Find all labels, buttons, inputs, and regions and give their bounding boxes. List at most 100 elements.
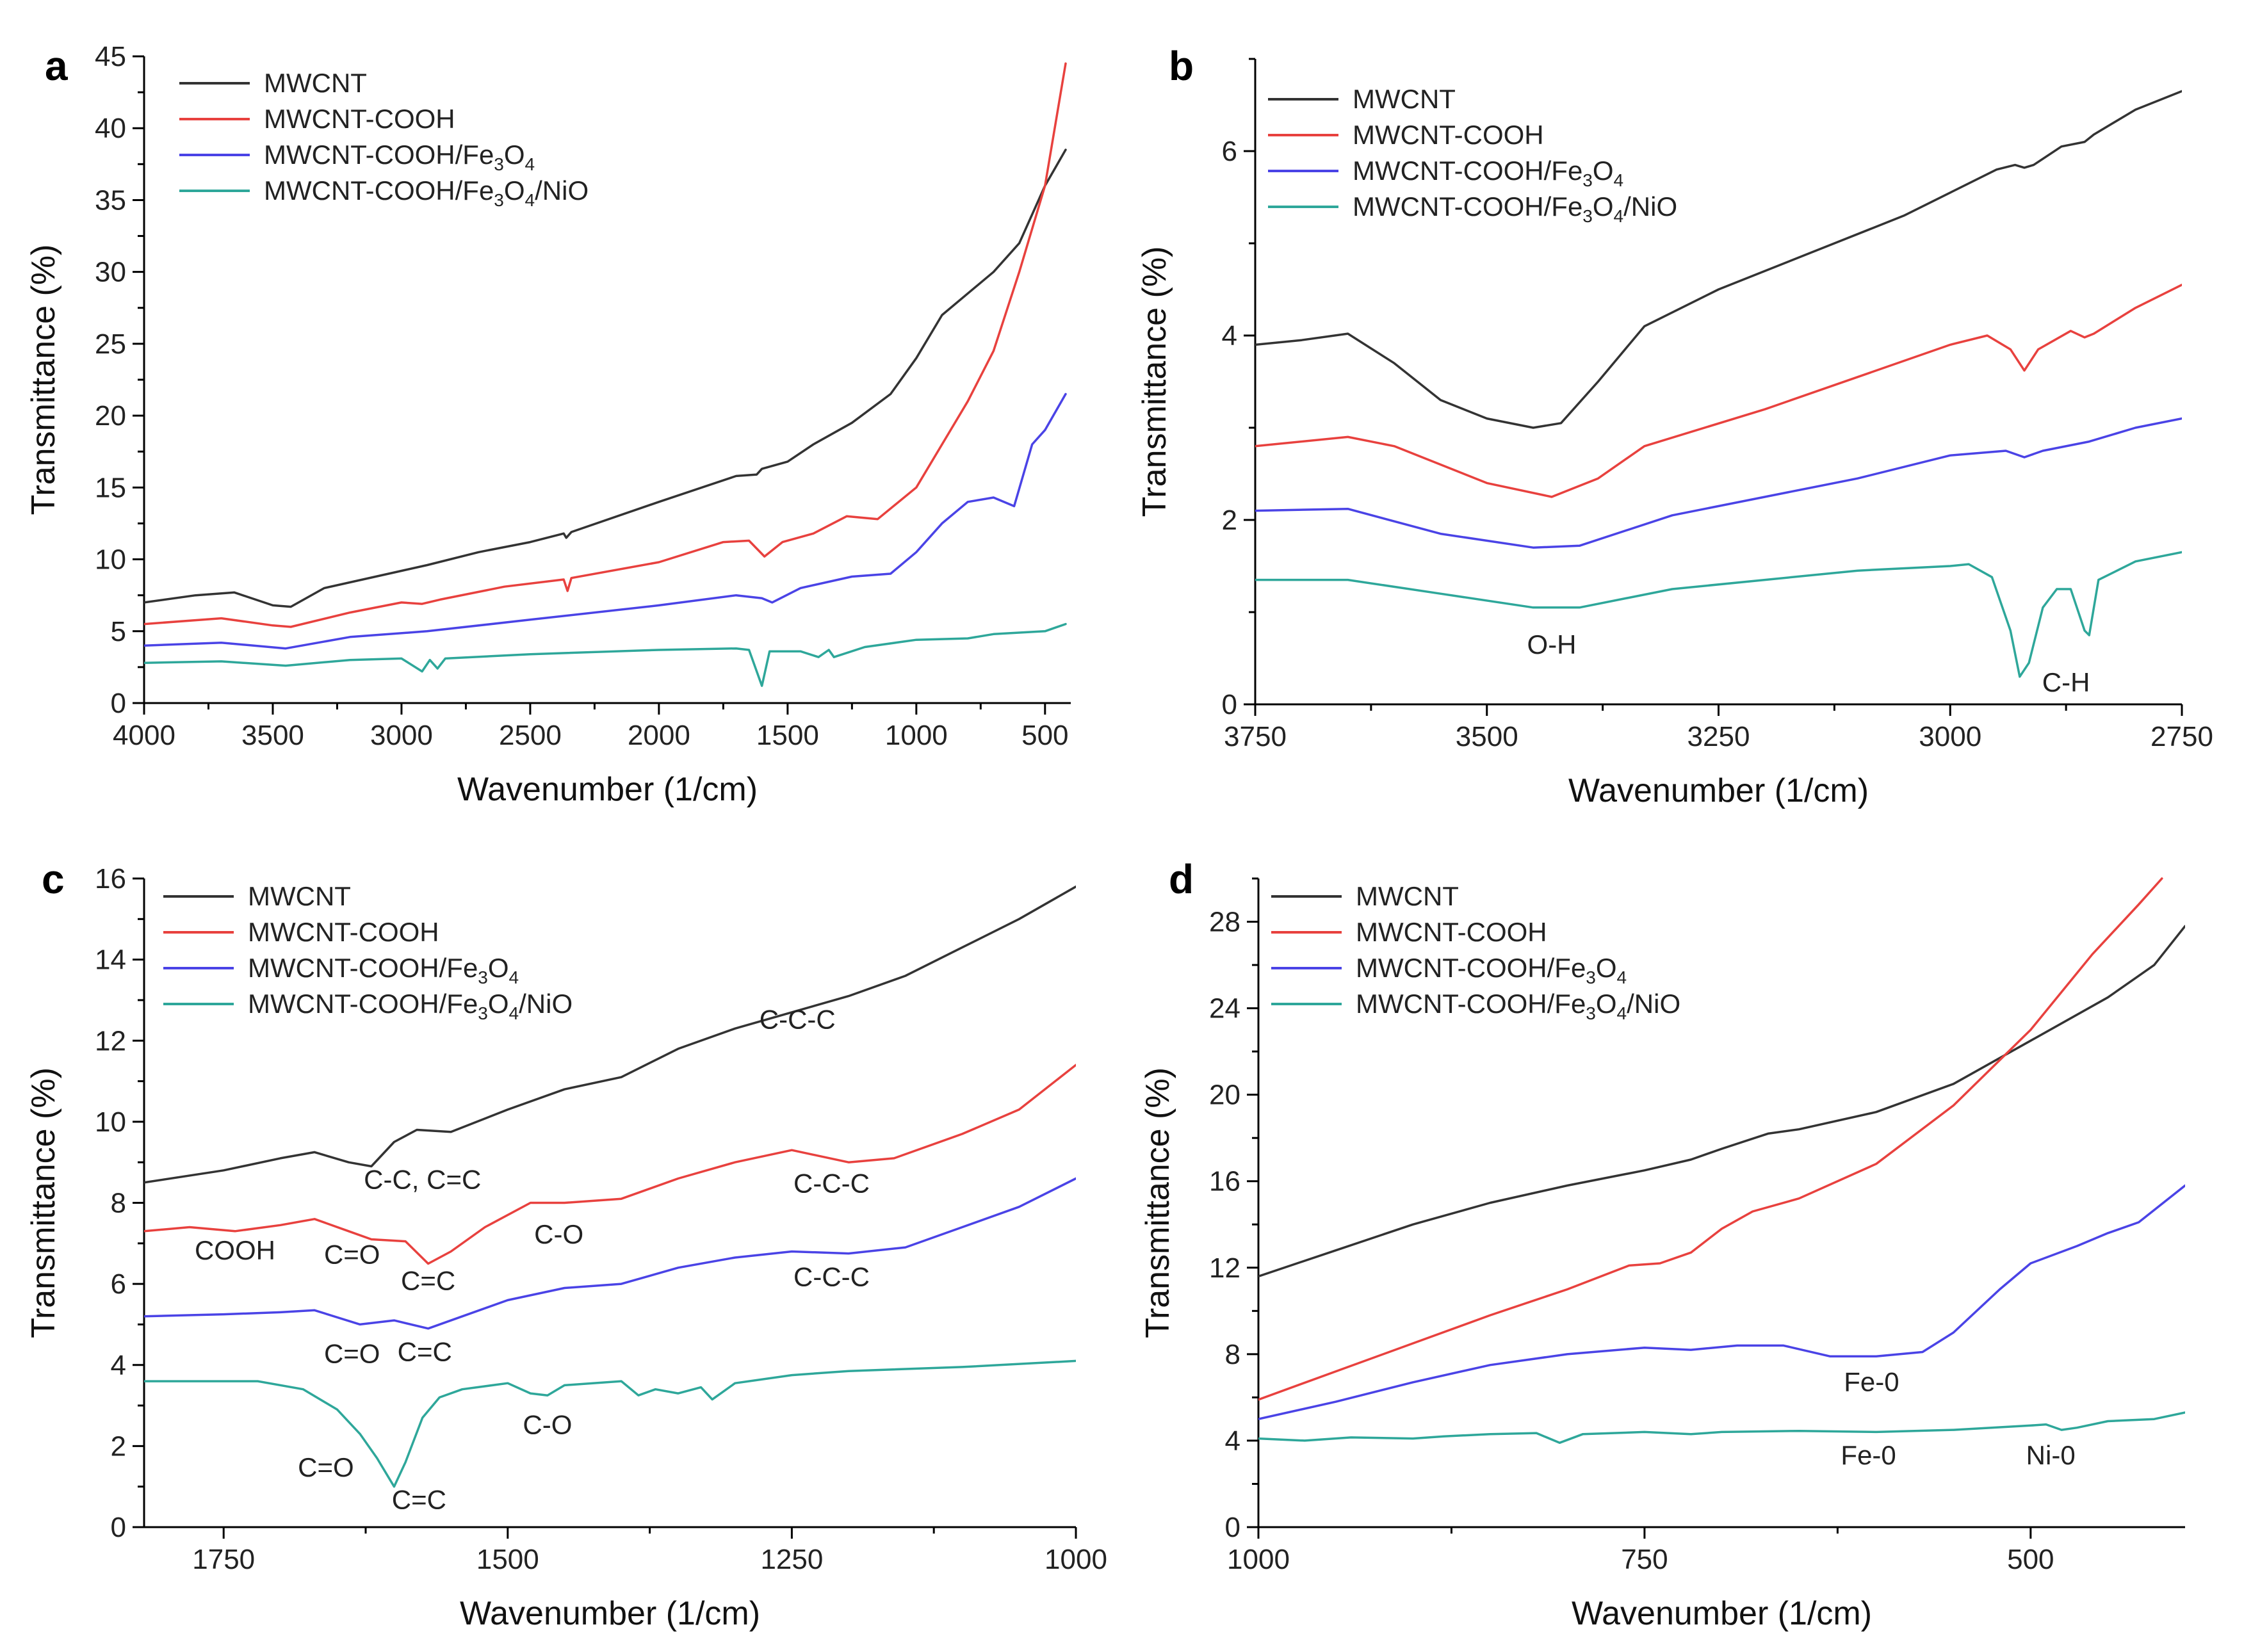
peak-annotation: C-C-C bbox=[760, 1004, 836, 1034]
y-tick-label: 20 bbox=[1209, 1080, 1240, 1111]
legend-label: MWCNT-COOH bbox=[264, 104, 455, 134]
y-tick-label: 12 bbox=[95, 1025, 126, 1057]
x-tick-label: 500 bbox=[1021, 720, 1068, 751]
series-line-3 bbox=[1255, 417, 2182, 549]
series-line-4 bbox=[144, 1359, 1076, 1488]
y-tick-label: 0 bbox=[1225, 1512, 1240, 1543]
panel-c: c 1750 1500 1250 1000 0 2 4 6 8 10 12 14 16 Wavenumber… bbox=[25, 856, 1107, 1632]
peak-annotation: C-C-C bbox=[793, 1261, 870, 1292]
legend-label: MWCNT-COOH/Fe3O4 bbox=[1353, 156, 1623, 190]
peak-annotation: C=C bbox=[392, 1485, 446, 1515]
x-axis-title: Wavenumber (1/cm) bbox=[1568, 772, 1869, 809]
peak-annotation: O-H bbox=[1527, 629, 1577, 660]
x-tick-label: 3000 bbox=[1919, 721, 1981, 752]
x-tick-label: 3750 bbox=[1224, 721, 1287, 752]
peak-annotation: C-H bbox=[2042, 667, 2090, 697]
x-tick-label: 3000 bbox=[370, 720, 433, 751]
y-tick-label: 2 bbox=[1222, 505, 1237, 536]
x-tick-label: 3500 bbox=[241, 720, 304, 751]
legend-label: MWCNT-COOH/Fe3O4 bbox=[1356, 953, 1627, 987]
series-line-1 bbox=[1258, 925, 2185, 1278]
series-line-4 bbox=[144, 622, 1067, 687]
x-tick-label: 1250 bbox=[760, 1544, 823, 1575]
y-tick-label: 0 bbox=[1222, 689, 1237, 720]
x-tick-label: 1000 bbox=[885, 720, 948, 751]
panel-letter: d bbox=[1169, 856, 1194, 902]
peak-annotation: C-O bbox=[534, 1219, 583, 1249]
legend-label: MWCNT-COOH/Fe3O4/NiO bbox=[1353, 191, 1677, 226]
x-tick-label: 3500 bbox=[1456, 721, 1518, 752]
y-tick-label: 16 bbox=[1209, 1166, 1240, 1197]
x-tick-label: 1750 bbox=[192, 1544, 255, 1575]
peak-annotation: C=O bbox=[324, 1339, 380, 1369]
legend-label: MWCNT-COOH/Fe3O4 bbox=[248, 953, 519, 987]
y-tick-label: 4 bbox=[1225, 1425, 1240, 1457]
y-tick-label: 14 bbox=[95, 944, 126, 976]
y-tick-label: 16 bbox=[95, 863, 126, 895]
y-axis-title: Transmittance (%) bbox=[1136, 247, 1173, 517]
series-line-3 bbox=[144, 1177, 1076, 1330]
y-tick-label: 28 bbox=[1209, 907, 1240, 938]
x-tick-label: 2750 bbox=[2150, 721, 2213, 752]
legend-label: MWCNT-COOH/Fe3O4/NiO bbox=[248, 989, 573, 1023]
legend: MWCNT MWCNT-COOH MWCNT-COOH/Fe3O4MWCNT-COO… bbox=[163, 881, 573, 1023]
panel-letter: b bbox=[1169, 43, 1194, 89]
series-line-4 bbox=[1255, 551, 2182, 678]
legend-label: MWCNT bbox=[248, 881, 351, 911]
y-tick-label: 6 bbox=[111, 1268, 126, 1300]
series-line-2 bbox=[1255, 284, 2182, 498]
x-tick-label: 1500 bbox=[476, 1544, 539, 1575]
y-tick-label: 45 bbox=[95, 41, 126, 72]
legend-label: MWCNT-COOH/Fe3O4 bbox=[264, 140, 535, 174]
legend: MWCNT MWCNT-COOH MWCNT-COOH/Fe3O4MWCNT-COO… bbox=[1271, 881, 1680, 1023]
y-tick-label: 5 bbox=[111, 616, 126, 647]
x-tick-label: 4000 bbox=[113, 720, 175, 751]
panel-b: b 3750 3500 3250 3000 2750 0 2 4 6 Wavenumber (1/c… bbox=[1136, 43, 2213, 809]
panel-d: d 1000 750 500 0 4 8 12 16 20 24 28 Wavenumber (1/cm… bbox=[1139, 856, 2185, 1632]
y-tick-label: 10 bbox=[95, 1106, 126, 1138]
x-tick-label: 500 bbox=[2007, 1544, 2054, 1575]
x-tick-label: 3250 bbox=[1687, 721, 1750, 752]
series-line-1 bbox=[1255, 90, 2182, 429]
panel-letter: a bbox=[45, 43, 68, 89]
x-tick-label: 2000 bbox=[628, 720, 690, 751]
legend: MWCNT MWCNT-COOH MWCNT-COOH/Fe3O4MWCNT-COO… bbox=[1268, 84, 1677, 226]
x-tick-label: 1000 bbox=[1045, 1544, 1107, 1575]
y-tick-label: 24 bbox=[1209, 993, 1240, 1024]
y-tick-label: 12 bbox=[1209, 1252, 1240, 1284]
y-tick-label: 10 bbox=[95, 544, 126, 576]
series-line-3 bbox=[144, 393, 1067, 650]
peak-annotation: C=C bbox=[398, 1336, 452, 1366]
series-line-1 bbox=[144, 149, 1067, 608]
y-axis-title: Transmittance (%) bbox=[1139, 1067, 1176, 1338]
y-tick-label: 30 bbox=[95, 257, 126, 288]
legend-label: MWCNT-COOH bbox=[248, 917, 439, 947]
series-line-4 bbox=[1258, 1411, 2185, 1445]
x-axis-title: Wavenumber (1/cm) bbox=[457, 771, 758, 808]
peak-annotation: Fe-0 bbox=[1841, 1440, 1896, 1470]
y-tick-label: 20 bbox=[95, 400, 126, 432]
y-tick-label: 40 bbox=[95, 113, 126, 144]
y-tick-label: 4 bbox=[111, 1350, 126, 1381]
series-line-3 bbox=[1258, 1184, 2185, 1420]
legend-label: MWCNT bbox=[1353, 84, 1456, 114]
peak-annotation: C=C bbox=[401, 1266, 455, 1296]
peak-annotation: Fe-0 bbox=[1844, 1366, 1899, 1397]
y-tick-label: 15 bbox=[95, 472, 126, 503]
series-line-1 bbox=[144, 885, 1076, 1184]
y-tick-label: 0 bbox=[111, 1512, 126, 1543]
peak-annotation: COOH bbox=[195, 1235, 275, 1265]
y-tick-label: 2 bbox=[111, 1430, 126, 1462]
legend-label: MWCNT-COOH bbox=[1356, 917, 1547, 947]
y-tick-label: 35 bbox=[95, 184, 126, 216]
legend-label: MWCNT-COOH bbox=[1353, 120, 1544, 150]
y-tick-label: 8 bbox=[1225, 1339, 1240, 1370]
y-axis-title: Transmittance (%) bbox=[25, 1067, 62, 1338]
x-tick-label: 750 bbox=[1621, 1544, 1668, 1575]
peak-annotation: C-O bbox=[523, 1409, 572, 1439]
y-tick-label: 6 bbox=[1222, 136, 1237, 167]
series-line-2 bbox=[144, 1064, 1076, 1265]
peak-annotation: C-C-C bbox=[793, 1169, 870, 1199]
panel-letter: c bbox=[42, 856, 65, 902]
series-line-2 bbox=[1258, 877, 2163, 1401]
